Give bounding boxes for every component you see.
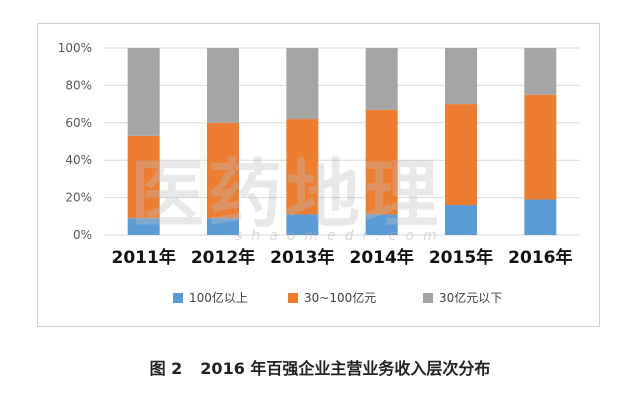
- bar-segment: [445, 104, 477, 206]
- figure-label: 图 2: [149, 359, 183, 378]
- figure-title: 2016 年百强企业主营业务收入层次分布: [200, 359, 491, 378]
- y-tick-label: 100%: [58, 41, 92, 55]
- bar-segment: [127, 218, 160, 235]
- legend-label: 30~100亿元: [304, 290, 376, 305]
- y-tick-label: 20%: [65, 191, 92, 205]
- x-tick-label: 2013年: [270, 247, 334, 268]
- bar-segment: [445, 205, 477, 235]
- bar-segment: [127, 48, 160, 136]
- bar-segment: [524, 94, 557, 200]
- x-tick-label: 2015年: [429, 247, 493, 268]
- legend-swatch: [173, 293, 183, 303]
- bar-segment: [286, 214, 319, 235]
- y-tick-label: 60%: [65, 116, 92, 130]
- y-tick-label: 0%: [73, 228, 92, 242]
- x-tick-label: 2012年: [191, 247, 255, 268]
- y-tick-label: 40%: [65, 153, 92, 167]
- bar-segment: [127, 135, 160, 219]
- y-tick-label: 80%: [65, 78, 92, 92]
- x-tick-label: 2014年: [350, 247, 414, 268]
- chart-frame: 0% 20% 40% 60% 80% 100% 2011年 2012年 2013年 2014年 20…: [37, 23, 600, 327]
- legend-swatch: [288, 293, 298, 303]
- bar-segment: [445, 48, 477, 105]
- legend-swatch: [423, 293, 433, 303]
- bar-segment: [286, 48, 319, 120]
- legend-label: 30亿元以下: [439, 290, 502, 305]
- bar-segment: [286, 119, 319, 215]
- bar-segment: [207, 122, 239, 219]
- x-tick-label: 2016年: [508, 247, 572, 268]
- bar-segment: [524, 199, 557, 235]
- bar-segment: [365, 214, 398, 235]
- bar-segment: [207, 48, 239, 123]
- figure-caption: 图 2 2016 年百强企业主营业务收入层次分布: [0, 355, 640, 379]
- bar-segment: [524, 48, 557, 95]
- bar-segment: [207, 218, 239, 235]
- bar-segment: [365, 48, 398, 110]
- legend-label: 100亿以上: [189, 290, 248, 305]
- x-tick-label: 2011年: [112, 247, 176, 268]
- stacked-bar-chart: 0% 20% 40% 60% 80% 100% 2011年 2012年 2013年 2014年 20…: [58, 41, 580, 305]
- bar-segment: [365, 109, 398, 215]
